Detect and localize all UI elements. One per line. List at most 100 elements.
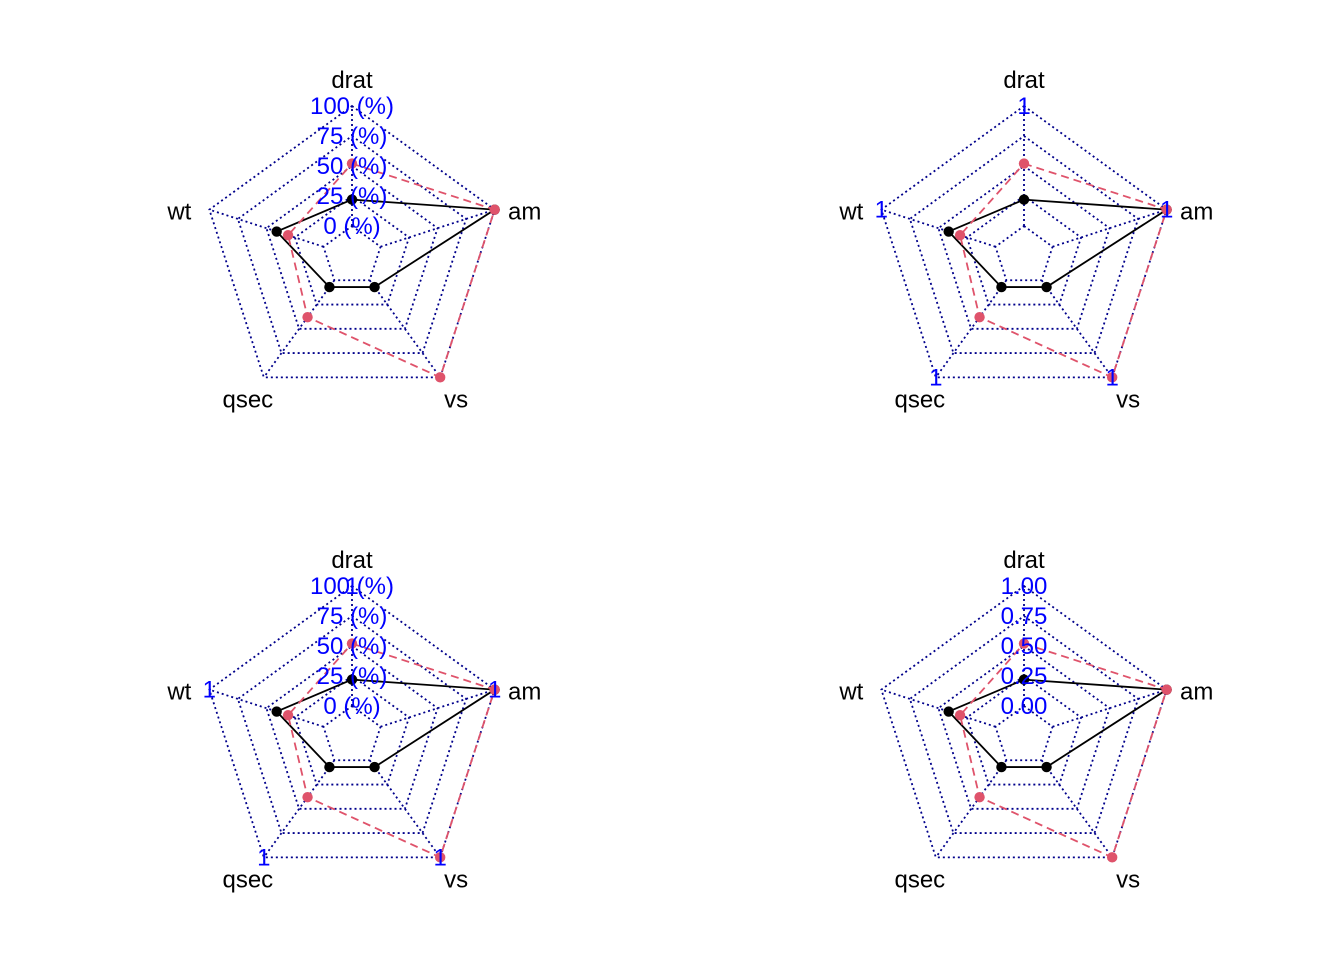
radar-chart-1: 0 (%) 25 (%) 50 (%) 75 (%) 100 (%)drat am vs qs… [166, 67, 541, 413]
series-2-point-am [489, 204, 500, 215]
series-1-point-wt [943, 226, 954, 237]
series-2-point-am [1161, 684, 1172, 695]
series-1-point-drat [346, 674, 358, 685]
center-axis-label: 100 (%) [310, 93, 394, 120]
series-1-point-qsec [324, 281, 335, 293]
series-1-point-drat [346, 194, 358, 205]
series-line-1 [947, 198, 1170, 288]
center-axis-label: 0.00 [1001, 693, 1048, 720]
series-2-point-drat [1018, 158, 1030, 169]
axis-label-am: am [1180, 679, 1213, 706]
series-1-point-drat [1018, 674, 1030, 685]
series-line-2 [287, 162, 496, 379]
series-line-1 [275, 198, 498, 288]
spoke-qsec [935, 759, 1008, 858]
grid-ring-4 [208, 584, 496, 859]
grid-ring-0 [322, 224, 382, 282]
axis-label-am: am [1180, 199, 1213, 226]
axis-label-qsec: qsec [222, 866, 273, 893]
axis-label-drat: drat [331, 547, 373, 574]
grid-ring-1 [293, 194, 411, 306]
axis-label-drat: drat [1003, 547, 1045, 574]
axis-max-label-vs: 1 [1105, 364, 1118, 391]
series-2-point-wt [954, 710, 966, 721]
grid-ring-4 [880, 104, 1168, 379]
center-axis-label: 100 (%) [310, 573, 394, 600]
axis-max-label-wt: 1 [875, 197, 888, 224]
series-1-point-wt [271, 226, 282, 237]
series-2-point-drat [1018, 638, 1030, 649]
series-2-point-qsec [302, 791, 313, 803]
axis-label-vs: vs [1116, 386, 1140, 413]
axis-max-label-vs: 1 [433, 844, 446, 871]
axis-label-qsec: qsec [894, 866, 945, 893]
axis-label-qsec: qsec [222, 386, 273, 413]
series-line-1 [275, 678, 498, 768]
spoke-vs [368, 759, 441, 858]
series-2-point-vs [434, 372, 446, 383]
series-2-point-wt [282, 230, 294, 241]
center-axis-label: 0.75 [1001, 603, 1048, 630]
grid-ring-2 [265, 164, 439, 330]
spoke-am [380, 208, 495, 248]
series-1-point-wt [943, 706, 954, 717]
grid-ring-0 [994, 704, 1054, 762]
center-axis-label: 50 (%) [317, 633, 388, 660]
series-1-point-vs [369, 281, 380, 293]
axis-max-label-qsec: 1 [257, 844, 270, 871]
spoke-wt [209, 688, 324, 728]
series-1-point-qsec [324, 761, 335, 773]
grid-ring-1 [965, 674, 1083, 786]
axis-label-vs: vs [444, 866, 468, 893]
series-1-point-vs [1041, 761, 1052, 773]
series-line-2 [287, 642, 496, 859]
series-1-point-drat [1018, 194, 1030, 205]
spoke-qsec [263, 279, 336, 378]
grid-ring-0 [994, 224, 1054, 282]
series-1-point-wt [271, 706, 282, 717]
series-2-point-vs [1106, 852, 1118, 863]
series-2-point-qsec [974, 311, 985, 323]
grid-ring-2 [937, 164, 1111, 330]
axis-label-vs: vs [1116, 866, 1140, 893]
center-axis-label: 0 (%) [323, 213, 380, 240]
axis-label-wt: wt [838, 199, 863, 226]
center-axis-label: 50 (%) [317, 153, 388, 180]
center-axis-label: 0.50 [1001, 633, 1048, 660]
axis-max-label-drat: 1 [1017, 93, 1030, 120]
series-2-point-am [489, 684, 500, 695]
spoke-wt [209, 208, 324, 248]
axis-label-drat: drat [1003, 67, 1045, 94]
spoke-wt [881, 688, 996, 728]
series-1-point-vs [369, 761, 380, 773]
spoke-am [1052, 208, 1167, 248]
spoke-vs [368, 279, 441, 378]
spoke-qsec [263, 759, 336, 858]
axis-label-vs: vs [444, 386, 468, 413]
axis-label-wt: wt [838, 679, 863, 706]
grid-ring-1 [965, 194, 1083, 306]
grid-ring-2 [937, 644, 1111, 810]
axis-label-am: am [508, 679, 541, 706]
series-2-point-am [1161, 204, 1172, 215]
series-2-point-qsec [974, 791, 985, 803]
spoke-vs [1040, 279, 1113, 378]
center-axis-label: 1.00 [1001, 573, 1048, 600]
center-axis-label: 75 (%) [317, 123, 388, 150]
series-2-point-vs [434, 852, 446, 863]
spoke-wt [881, 208, 996, 248]
axis-label-am: am [508, 199, 541, 226]
grid-ring-1 [293, 674, 411, 786]
series-1-point-qsec [996, 281, 1007, 293]
series-line-2 [959, 162, 1168, 379]
grid-ring-4 [208, 104, 496, 379]
center-axis-label: 75 (%) [317, 603, 388, 630]
axis-label-qsec: qsec [894, 386, 945, 413]
series-2-point-wt [954, 230, 966, 241]
center-axis-label: 25 (%) [317, 183, 388, 210]
series-2-point-drat [346, 158, 358, 169]
axis-max-label-qsec: 1 [929, 364, 942, 391]
axis-label-wt: wt [166, 679, 191, 706]
